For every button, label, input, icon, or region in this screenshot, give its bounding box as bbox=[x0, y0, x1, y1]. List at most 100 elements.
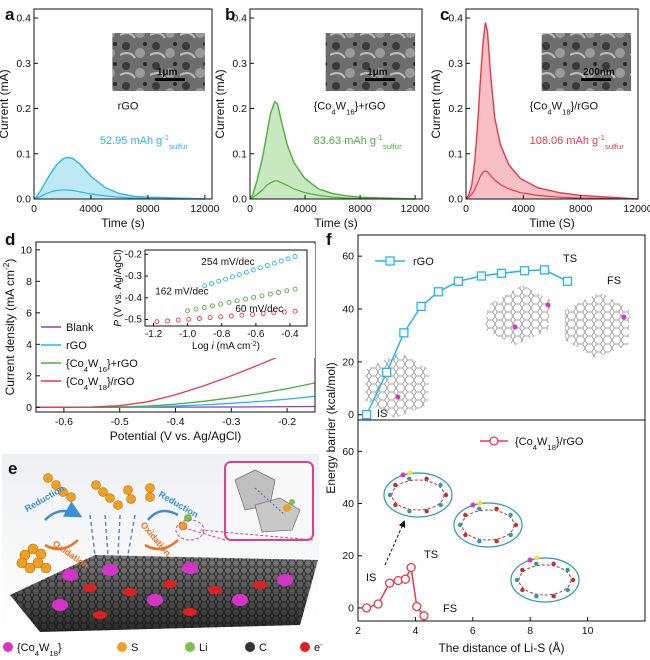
x-tick-label: 8000 bbox=[569, 203, 593, 215]
y-tick-label-top: 40 bbox=[342, 304, 354, 316]
sem-image bbox=[541, 33, 632, 91]
inset-point-0 bbox=[223, 276, 228, 282]
legend-label-1: rGO bbox=[66, 340, 87, 352]
pom-atom bbox=[438, 482, 443, 488]
pom-structure-inner-1 bbox=[461, 509, 515, 541]
inset-point-1 bbox=[185, 308, 191, 314]
inset-x-axis-label-part: -2 bbox=[250, 341, 256, 348]
inset-point-0 bbox=[292, 254, 298, 259]
capacity-annotation-part: 83.63 mAh g bbox=[314, 135, 376, 147]
scale-bar bbox=[365, 78, 396, 81]
pom-atom bbox=[477, 539, 482, 544]
label-ts-bottom: TS bbox=[424, 549, 438, 561]
inset-point-1 bbox=[251, 294, 257, 300]
inset-point-2 bbox=[239, 312, 245, 318]
pom-point bbox=[419, 611, 429, 621]
rgo-point bbox=[416, 301, 426, 312]
legend-label-2-part: 16 bbox=[98, 365, 107, 374]
x-axis-label: Potential (V vs. Ag/AgCl) bbox=[110, 429, 241, 443]
panel-label-e: e bbox=[8, 459, 17, 478]
legend-pom-label-part: 4 bbox=[533, 443, 538, 452]
inset-point-2 bbox=[218, 314, 224, 320]
legend-e-label-0-part: 18 bbox=[49, 649, 58, 658]
legend-label-3: {Co4W18}/rGO bbox=[66, 376, 135, 392]
graphene-structure-fs bbox=[565, 292, 630, 358]
panel-label-b: b bbox=[225, 5, 235, 24]
legend-pom-label-part: }/rGO bbox=[556, 436, 584, 448]
label-is-bottom: IS bbox=[366, 572, 376, 584]
inset-point-2 bbox=[271, 310, 277, 316]
x-tick-label: 4000 bbox=[293, 203, 317, 215]
rgo-point bbox=[562, 276, 573, 286]
legend-e-marker-2 bbox=[185, 642, 195, 652]
y-tick-label-bottom: 20 bbox=[342, 550, 354, 562]
x-tick-label: -0.3 bbox=[222, 416, 240, 428]
y-tick-label: 0 bbox=[26, 402, 32, 414]
inset-x-tick-label: -1.0 bbox=[179, 329, 197, 340]
pom-clusters bbox=[52, 562, 293, 611]
rgo-point bbox=[519, 266, 530, 276]
panel-label-f: f bbox=[326, 230, 332, 249]
inset-x-tick-label: -0.4 bbox=[281, 329, 299, 340]
inset-point-1 bbox=[276, 289, 281, 295]
inset-slope-label-0: 254 mV/dec bbox=[201, 257, 254, 268]
graphene-lattice bbox=[10, 555, 318, 632]
inset-y-tick-label: -0.2 bbox=[125, 249, 143, 260]
inset-y-tick-label: -0.4 bbox=[125, 293, 143, 304]
y-tick-label: 0.0 bbox=[448, 194, 463, 206]
scale-bar-label: 1μm bbox=[157, 67, 178, 78]
curve-fill bbox=[34, 157, 205, 199]
scale-bar-label: 200nm bbox=[583, 67, 615, 78]
pom-atom bbox=[477, 506, 482, 511]
legend-pom-label-part: W bbox=[537, 436, 548, 448]
scale-bar bbox=[154, 78, 185, 81]
rgo-point bbox=[361, 410, 372, 420]
legend-rgo-marker bbox=[385, 256, 395, 266]
legend-pom-label-part: 18 bbox=[547, 443, 556, 452]
inset-point-2 bbox=[260, 311, 266, 317]
pom-atom bbox=[565, 567, 570, 573]
x-tick-label: 10 bbox=[582, 625, 594, 637]
legend-e-label-0-part: 4 bbox=[35, 649, 40, 658]
legend-pom-label: {Co4W18}/rGO bbox=[515, 436, 584, 452]
y-tick-label: 0.3 bbox=[16, 58, 31, 70]
pom-structure-inner-0 bbox=[391, 479, 445, 511]
inset-cluster bbox=[234, 469, 301, 533]
oxidation-arrow-left bbox=[44, 539, 79, 551]
panel-e: e Reduction Oxidation Reduction Oxidatio… bbox=[2, 454, 323, 658]
sample-label: {Co4W16}+rGO bbox=[314, 101, 386, 117]
plot-frame bbox=[465, 8, 639, 200]
plot-d: 0 2 4 6 8 10 -0.6 -0.5 -0.4 -0.3 -0.2 Potential (V … bbox=[1, 241, 316, 443]
y-tick-label: 0.4 bbox=[232, 13, 247, 25]
inset-point-1 bbox=[209, 303, 215, 309]
pom-structure-1 bbox=[453, 502, 523, 548]
li-atom-ts-2 bbox=[512, 324, 518, 330]
capacity-annotation: 108.06 mAh g-1sulfur bbox=[530, 132, 625, 150]
plot-frame bbox=[249, 8, 423, 200]
li-atom-is bbox=[395, 394, 401, 400]
curve-upper-line bbox=[465, 22, 639, 200]
pom-atom bbox=[393, 502, 398, 508]
series-line-2 bbox=[35, 382, 316, 408]
legend-pom-marker bbox=[489, 436, 499, 446]
pom-atom bbox=[393, 482, 398, 488]
graphene-structure-is bbox=[365, 352, 430, 418]
rgo-point bbox=[433, 287, 444, 297]
inset-x-tick-label: -1.2 bbox=[145, 329, 163, 340]
capacity-annotation-part: -1 bbox=[598, 132, 605, 141]
inset-point-2 bbox=[175, 317, 181, 323]
pom-point bbox=[412, 601, 422, 612]
inset-point-0 bbox=[236, 272, 242, 278]
legend-label-2-part: W bbox=[88, 358, 99, 370]
plot-frame-bottom bbox=[357, 419, 646, 622]
x-tick-label: 0 bbox=[31, 203, 37, 215]
panel-c: c 200nm 0.0 0.1 0.2 0.3 0.4 0 4000 8000 12000 Time… bbox=[429, 5, 650, 230]
inset-point-1 bbox=[201, 305, 207, 310]
inset-highlight bbox=[175, 519, 205, 541]
capacity-annotation-part: 108.06 mAh g bbox=[530, 135, 599, 147]
legend-pom-label-part: {Co bbox=[515, 436, 533, 448]
pom-atom bbox=[513, 522, 519, 528]
pom-atom bbox=[424, 509, 429, 514]
pom-point bbox=[406, 562, 416, 573]
